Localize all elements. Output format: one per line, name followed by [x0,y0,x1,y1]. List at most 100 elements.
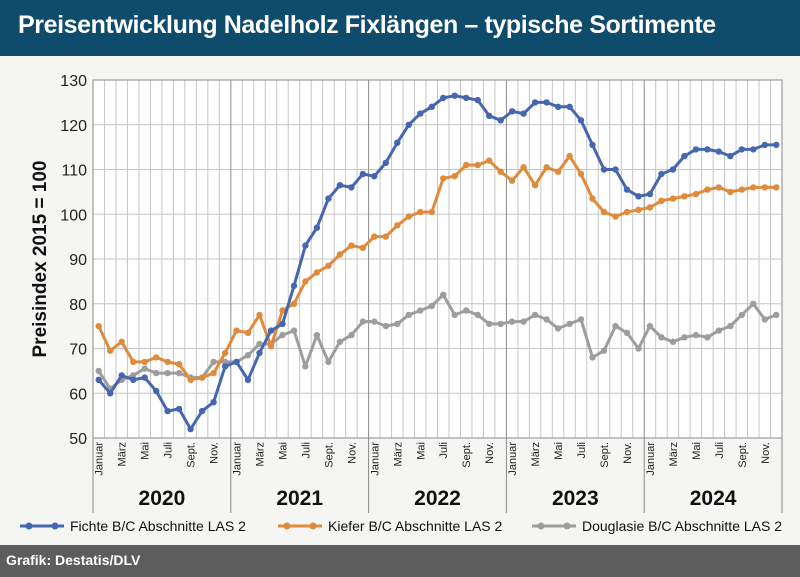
data-point [773,311,780,319]
data-point [554,325,562,332]
month-label: Januar [645,442,657,476]
data-point [704,186,711,193]
data-point [118,372,125,379]
legend-marker [309,522,317,530]
data-point [130,376,137,383]
data-point [279,307,286,314]
data-point [405,121,412,128]
data-point [325,195,332,202]
legend-marker [283,522,291,530]
data-point [428,302,435,310]
title-bar: Preisentwicklung Nadelholz Fixlängen – t… [0,0,800,56]
data-point [256,311,263,319]
data-point [451,173,458,180]
data-point [704,334,711,341]
data-point [325,358,332,366]
month-label: Nov. [209,442,221,464]
month-label: März [668,442,680,466]
month-label: Juli [438,442,450,459]
data-point [463,307,470,314]
month-label: Januar [369,442,381,476]
month-label: Mai [140,442,152,460]
data-point [267,343,275,350]
data-point [348,184,355,191]
data-point [440,291,447,298]
data-point [566,103,573,110]
data-point [210,369,217,377]
data-point [244,352,252,359]
y-tick-label: 130 [60,73,87,90]
data-point [130,358,137,366]
data-point [233,327,240,334]
data-point [440,94,447,102]
month-label: Mai [553,442,565,460]
data-point [715,184,722,191]
data-point [359,244,367,251]
data-point [658,197,665,204]
month-label: Juli [300,442,312,459]
month-label: März [530,442,542,466]
data-point [612,166,619,173]
legend-label: Kiefer B/C Abschnitte LAS 2 [328,518,503,534]
data-point [486,157,493,164]
month-label: Sept. [461,442,473,468]
data-point [210,358,217,366]
data-point [233,358,240,366]
data-point [141,365,148,372]
data-point [187,425,194,433]
data-point [658,334,665,341]
data-point [577,316,585,323]
data-point [256,340,263,348]
data-point [520,164,527,171]
data-point [359,318,367,325]
data-point [589,354,596,361]
data-point [371,233,378,240]
data-point [474,96,481,104]
data-point [417,208,424,216]
data-point [290,282,298,289]
data-point [727,188,734,196]
month-label: März [392,442,404,466]
month-label: März [117,442,129,466]
y-tick-label: 90 [69,252,87,269]
y-tick-label: 100 [60,207,87,224]
data-point [600,347,608,354]
data-point [692,146,700,153]
data-point [554,103,562,110]
y-axis-title: Preisindex 2015 = 100 [30,160,51,357]
y-tick-label: 120 [60,118,87,135]
data-point [221,349,229,357]
data-point [290,300,298,307]
data-point [118,338,125,345]
data-point [727,322,734,330]
source-bar: Grafik: Destatis/DLV [0,545,800,577]
data-point [508,177,516,184]
data-point [394,139,401,146]
data-point [589,141,596,149]
data-point [589,195,596,202]
legend-label: Douglasie B/C Abschnitte LAS 2 [582,518,782,534]
data-point [761,316,768,323]
data-point [692,190,700,198]
data-point [612,322,619,330]
month-label: Januar [232,442,244,476]
data-point [543,99,550,106]
data-point [359,170,367,178]
month-label: Januar [94,442,106,476]
data-point [681,152,688,160]
data-point [348,331,355,339]
data-point [761,141,768,149]
source-credit: Grafik: Destatis/DLV [6,552,141,568]
data-point [394,320,401,328]
month-label: Nov. [760,442,772,464]
data-point [761,184,768,191]
data-point [669,166,677,173]
y-tick-label: 50 [69,431,87,448]
data-point [773,141,780,149]
data-point [531,311,539,319]
data-point [692,331,700,339]
data-point [566,320,573,328]
line-chart: 50 60 70 80 90 100 110 120 130 Januar März Mai Juli S… [20,73,783,534]
data-point [520,110,527,117]
data-point [95,367,102,375]
